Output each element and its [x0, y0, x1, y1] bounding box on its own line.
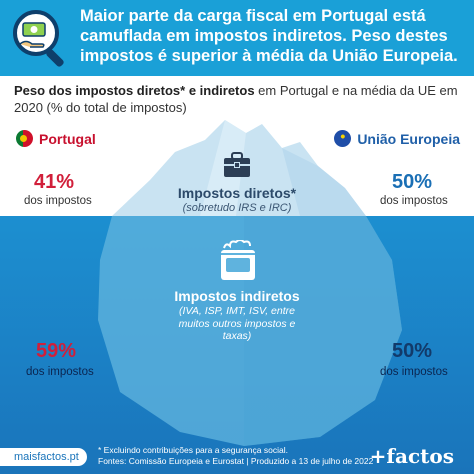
portugal-label: Portugal	[16, 130, 96, 147]
brand-logo: +factos	[369, 444, 454, 468]
eu-label: União Europeia	[334, 130, 460, 147]
footnote-sources: Fontes: Comissão Europeia e Eurostat | P…	[98, 456, 374, 466]
portugal-direct-label: dos impostos	[24, 195, 92, 207]
portugal-flag-icon	[16, 130, 33, 147]
website-link[interactable]: maisfactos.pt	[0, 448, 87, 466]
direct-taxes-title: Impostos diretos*	[177, 185, 297, 201]
subtitle-rest: em Portugal e na média da UE em 2020 (% …	[14, 83, 458, 115]
portugal-indirect-value: 59%	[36, 340, 77, 362]
magnifier-money-icon	[13, 10, 64, 67]
shopping-bag-icon	[221, 240, 255, 280]
footnote-note: * Excluindo contribuições para a seguran…	[98, 445, 288, 455]
eu-direct-label: dos impostos	[380, 195, 448, 207]
footnote: * Excluindo contribuições para a seguran…	[98, 445, 378, 467]
direct-taxes-subtitle: (sobretudo IRS e IRC)	[182, 202, 292, 214]
indirect-taxes-title: Impostos indiretos	[174, 288, 300, 304]
eu-direct-value: 50%	[392, 171, 433, 193]
portugal-indirect-label: dos impostos	[26, 366, 94, 378]
eu-flag-icon	[334, 130, 352, 147]
portugal-name: Portugal	[39, 130, 96, 147]
eu-indirect-value: 50%	[392, 340, 433, 362]
chart-subtitle: Peso dos impostos diretos* e indiretos e…	[14, 82, 464, 116]
eu-indirect-label: dos impostos	[380, 366, 448, 378]
page-title: Maior parte da carga fiscal em Portugal …	[80, 7, 458, 65]
subtitle-bold: Peso dos impostos diretos* e indiretos	[14, 83, 255, 98]
indirect-taxes-subtitle: (IVA, ISP, IMT, ISV, entre muitos outros…	[178, 305, 296, 342]
briefcase-icon	[224, 152, 250, 177]
eu-name: União Europeia	[357, 130, 460, 147]
header-banner: Maior parte da carga fiscal em Portugal …	[0, 0, 474, 76]
portugal-direct-value: 41%	[34, 171, 75, 193]
